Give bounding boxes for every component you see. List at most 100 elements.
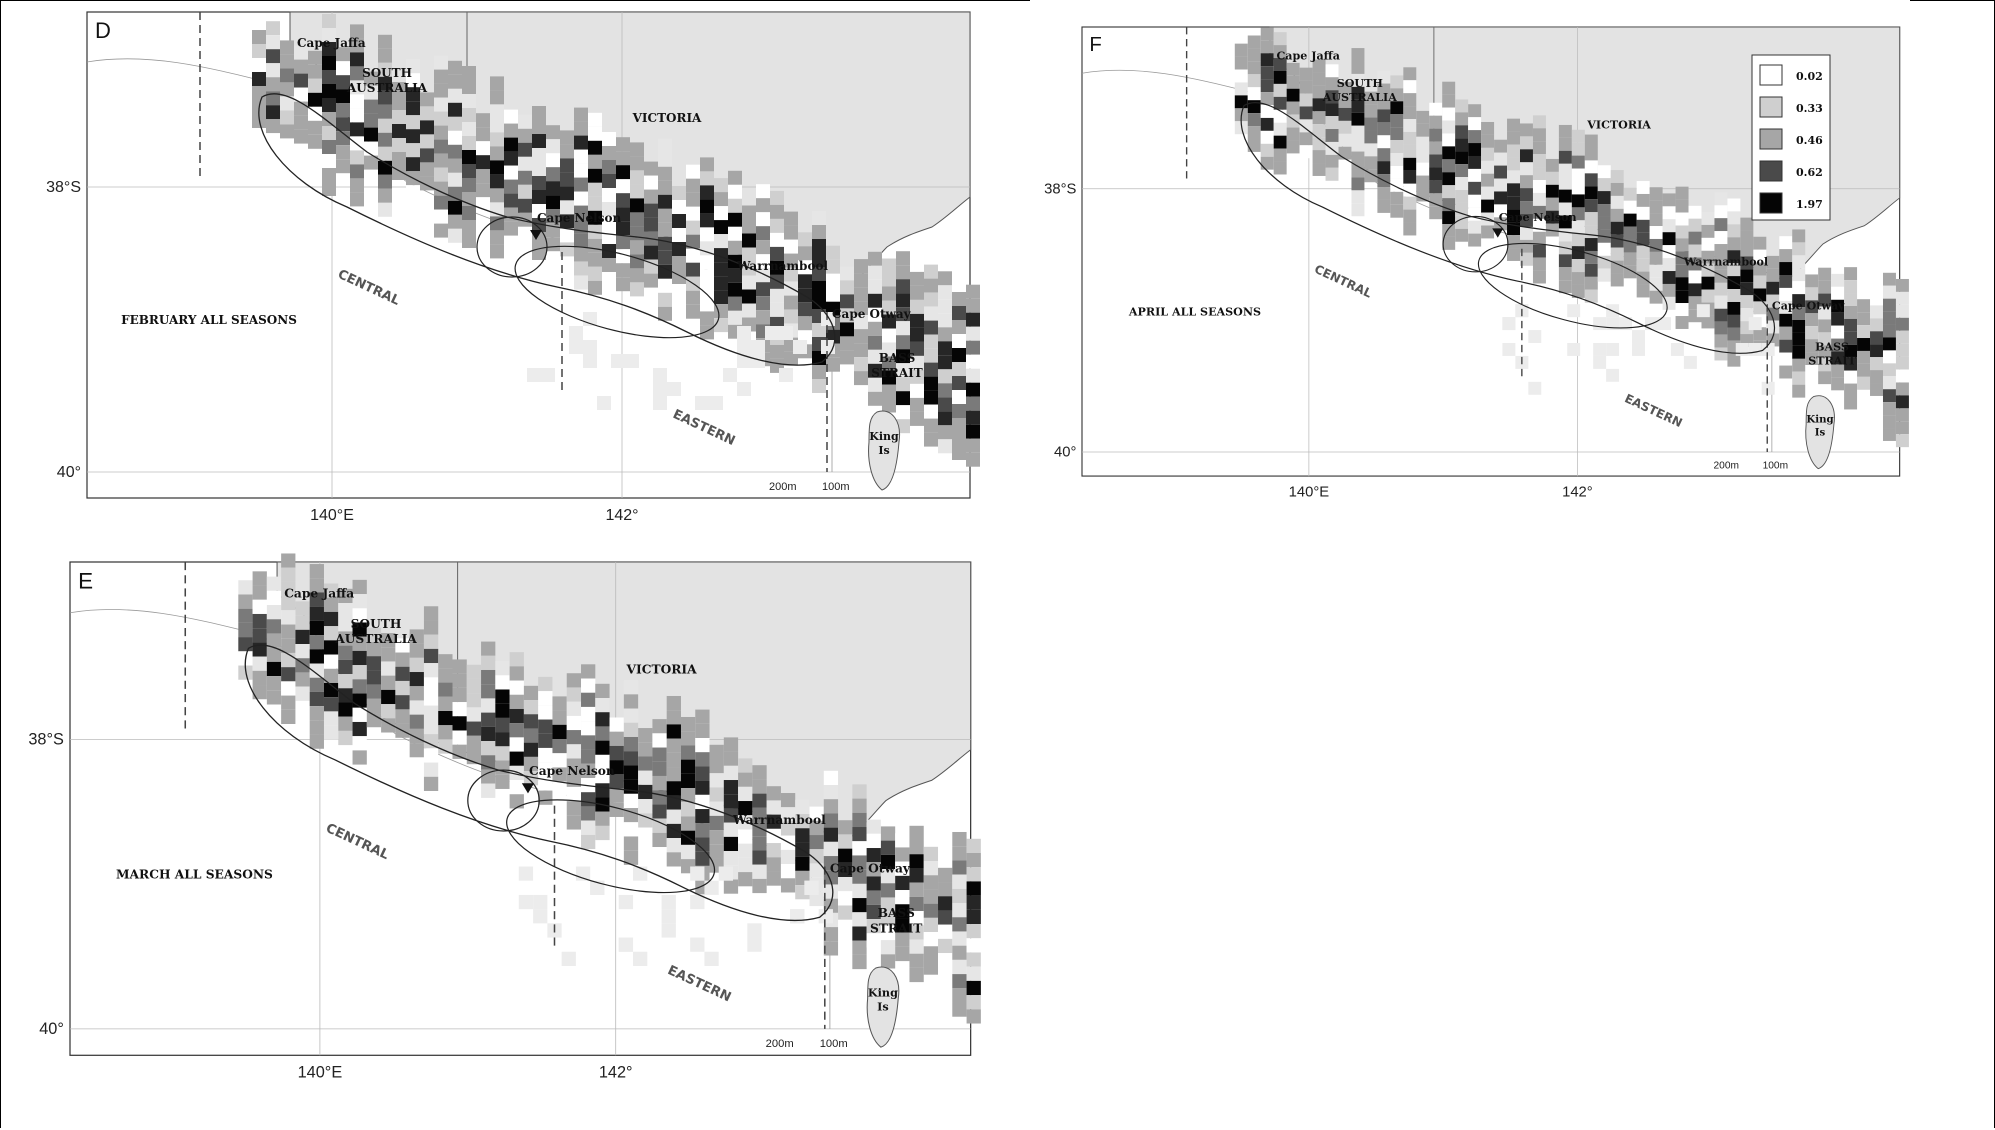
grid-cell <box>1701 224 1715 238</box>
grid-cell <box>1584 276 1598 290</box>
grid-cell <box>574 191 588 206</box>
grid-cell <box>686 192 700 207</box>
grid-cell <box>1312 124 1326 138</box>
grid-cell <box>1545 236 1559 250</box>
grid-cell <box>395 709 410 724</box>
grid-cell-faint <box>751 354 765 368</box>
grid-cell <box>909 939 924 954</box>
grid-cell <box>770 260 784 275</box>
grid-cell <box>1662 283 1676 297</box>
grid-cell <box>1805 274 1819 288</box>
grid-cell <box>1623 200 1637 214</box>
grid-cell <box>588 238 602 253</box>
grid-cell-faint <box>1606 317 1620 331</box>
grid-cell <box>700 227 714 242</box>
grid-cell <box>1364 143 1378 157</box>
grid-cell <box>809 820 824 836</box>
home-range-outline <box>1240 101 1775 354</box>
grid-cell <box>338 631 353 646</box>
grid-cell <box>1584 199 1598 213</box>
grid-cell <box>826 287 840 302</box>
grid-cell <box>1662 219 1676 233</box>
grid-cell <box>1429 115 1443 129</box>
grid-cell-faint <box>765 326 779 340</box>
grid-cell <box>1494 139 1508 153</box>
grid-cell <box>504 193 518 208</box>
grid-cell <box>532 148 546 162</box>
grid-cell <box>895 833 910 848</box>
grid-cell <box>266 77 280 92</box>
grid-cell <box>966 995 981 1010</box>
grid-cell <box>1260 92 1274 105</box>
grid-cell <box>490 160 504 175</box>
grid-cell <box>895 946 910 962</box>
grid-cell <box>462 234 476 248</box>
grid-cell <box>1468 130 1482 144</box>
grid-cell <box>714 234 728 249</box>
grid-cell <box>1844 370 1858 384</box>
grid-cell <box>434 195 448 210</box>
grid-cell <box>1571 181 1585 195</box>
label-cape-nelson: Cape Nelson <box>529 764 615 778</box>
grid-cell <box>434 97 448 112</box>
grid-cell <box>352 721 367 737</box>
grid-cell <box>638 813 653 828</box>
grid-cell <box>1844 396 1858 410</box>
grid-cell <box>623 808 639 823</box>
grid-cell <box>409 700 424 715</box>
grid-cell <box>1727 224 1741 238</box>
grid-cell <box>752 807 767 823</box>
grid-cell <box>938 896 953 911</box>
grid-cell <box>495 760 510 775</box>
grid-cell <box>462 220 476 234</box>
grid-cell <box>1895 278 1909 292</box>
grid-cell <box>378 202 392 217</box>
grid-cell <box>1623 226 1637 240</box>
grid-cell <box>560 158 574 173</box>
grid-cell <box>1234 82 1248 96</box>
grid-cell <box>680 745 696 760</box>
grid-cell <box>281 681 296 696</box>
grid-cell-faint <box>737 340 751 354</box>
grid-cell <box>1468 117 1482 131</box>
grid-cell <box>1779 365 1793 379</box>
grid-cell <box>738 772 753 787</box>
grid-cell <box>1455 215 1469 229</box>
grid-cell <box>923 917 939 933</box>
grid-cell <box>866 876 881 891</box>
grid-cell <box>1844 267 1858 281</box>
lat-label-38: 38°S <box>28 731 64 749</box>
grid-cell <box>923 903 939 918</box>
grid-cell <box>812 365 826 379</box>
grid-cell <box>452 687 467 703</box>
grid-cell <box>695 766 710 781</box>
grid-cell-faint <box>695 396 709 410</box>
grid-cell <box>280 82 294 97</box>
grid-cell <box>770 232 784 247</box>
grid-cell <box>896 391 910 406</box>
grid-cell <box>852 841 867 856</box>
grid-cell <box>1857 325 1871 339</box>
grid-cell <box>658 166 672 181</box>
grid-cell <box>595 740 610 755</box>
grid-cell <box>1325 129 1339 142</box>
grid-cell <box>700 255 714 270</box>
grid-cell <box>266 605 282 620</box>
grid-cell <box>630 212 644 227</box>
grid-cell <box>1882 350 1896 364</box>
grid-cell <box>462 178 476 192</box>
grid-cell <box>1688 205 1702 219</box>
grid-cell <box>392 124 406 138</box>
grid-cell <box>1818 319 1832 333</box>
grid-cell <box>476 169 490 184</box>
grid-cell <box>566 673 582 688</box>
grid-cell <box>1455 164 1469 178</box>
grid-cell <box>1805 352 1819 365</box>
grid-cell <box>281 567 296 582</box>
grid-cell <box>395 638 410 653</box>
grid-cell <box>352 579 367 595</box>
grid-cell <box>495 746 510 761</box>
panel-letter: E <box>78 568 93 593</box>
grid-cell <box>666 724 681 739</box>
grid-cell <box>420 106 434 121</box>
